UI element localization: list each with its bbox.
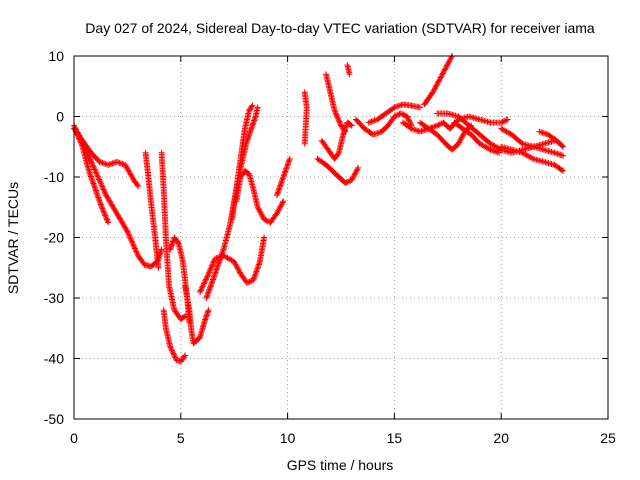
series-s26 bbox=[446, 113, 511, 132]
series-s29 bbox=[536, 128, 567, 150]
series-markers bbox=[160, 307, 189, 365]
series-s3 bbox=[73, 128, 112, 226]
y-tick-label: -10 bbox=[44, 169, 64, 185]
y-tick-label: 10 bbox=[48, 48, 64, 64]
y-tick-label: 0 bbox=[56, 109, 64, 125]
x-tick-label: 5 bbox=[177, 430, 185, 446]
series-s5 bbox=[158, 149, 189, 323]
series-markers bbox=[301, 89, 310, 147]
series-s15 bbox=[314, 155, 362, 186]
series-s4 bbox=[142, 149, 162, 271]
y-tick-label: -30 bbox=[44, 290, 64, 306]
series-markers bbox=[233, 167, 287, 226]
series-s16 bbox=[318, 119, 355, 162]
series-s8 bbox=[182, 282, 212, 347]
y-axis-title: SDTVAR / TECUs bbox=[5, 182, 21, 294]
x-tick-label: 25 bbox=[600, 430, 616, 446]
series-s18 bbox=[344, 62, 353, 78]
series-markers bbox=[446, 113, 511, 132]
series-s27 bbox=[498, 143, 567, 174]
x-tick-label: 0 bbox=[70, 430, 78, 446]
series-s13 bbox=[273, 155, 293, 199]
y-tick-label: -50 bbox=[44, 411, 64, 427]
series-markers bbox=[158, 149, 189, 323]
series-s19 bbox=[353, 110, 415, 138]
series-s28 bbox=[498, 125, 558, 150]
series-s25 bbox=[451, 119, 503, 156]
series-markers bbox=[344, 62, 353, 78]
series-s14 bbox=[301, 89, 310, 147]
series-markers bbox=[323, 71, 349, 135]
series-markers bbox=[314, 155, 362, 186]
series-markers bbox=[536, 128, 567, 150]
series-markers bbox=[365, 101, 423, 126]
series-markers bbox=[421, 53, 456, 108]
x-tick-label: 10 bbox=[280, 430, 296, 446]
chart-title: Day 027 of 2024, Sidereal Day-to-day VTE… bbox=[85, 20, 595, 36]
axes: 0 5 10 15 20 25 10 0 -10 -20 -30 -40 -50 bbox=[44, 48, 616, 446]
series-s6 bbox=[160, 307, 189, 365]
series-markers bbox=[498, 143, 567, 174]
series-markers bbox=[197, 234, 268, 295]
series-markers bbox=[273, 155, 293, 199]
y-tick-label: -20 bbox=[44, 230, 64, 246]
series-markers bbox=[73, 128, 112, 226]
data-points bbox=[71, 53, 567, 365]
series-markers bbox=[182, 282, 212, 347]
series-markers bbox=[451, 119, 503, 156]
x-tick-label: 15 bbox=[387, 430, 403, 446]
y-tick-label: -40 bbox=[44, 351, 64, 367]
x-tick-label: 20 bbox=[493, 430, 509, 446]
series-s22 bbox=[421, 53, 456, 108]
series-s12 bbox=[233, 167, 287, 226]
series-markers bbox=[142, 149, 162, 271]
series-s9 bbox=[197, 234, 268, 295]
series-markers bbox=[318, 119, 355, 162]
series-s17 bbox=[323, 71, 349, 135]
series-s20 bbox=[365, 101, 423, 126]
x-axis-title: GPS time / hours bbox=[287, 457, 394, 473]
